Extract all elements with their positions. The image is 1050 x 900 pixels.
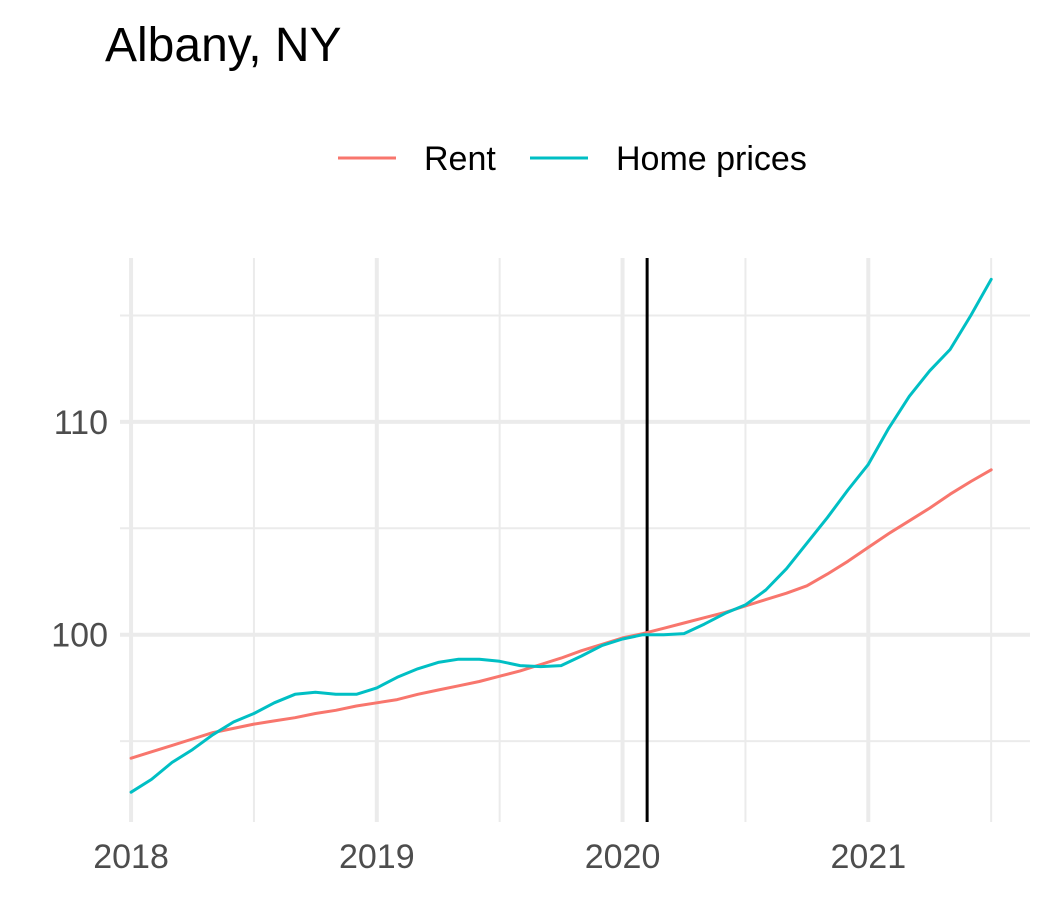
legend: Rent Home prices [338,140,807,178]
chart-title: Albany, NY [105,19,342,72]
y-tick-label: 100 [51,617,108,655]
y-tick-label: 110 [54,404,108,442]
series-line-home-prices [129,277,993,794]
legend-label-rent: Rent [424,140,496,178]
legend-label-home-prices: Home prices [616,140,807,178]
x-tick-label: 2018 [93,838,169,876]
grid-layer [120,258,1030,822]
x-tick-label: 2020 [585,838,661,876]
axis-labels: 100 110 2018 2019 2020 2021 [51,404,906,876]
x-tick-label: 2019 [339,838,415,876]
series-line-rent [129,468,993,760]
x-tick-label: 2021 [830,838,906,876]
series-layer [129,277,993,794]
